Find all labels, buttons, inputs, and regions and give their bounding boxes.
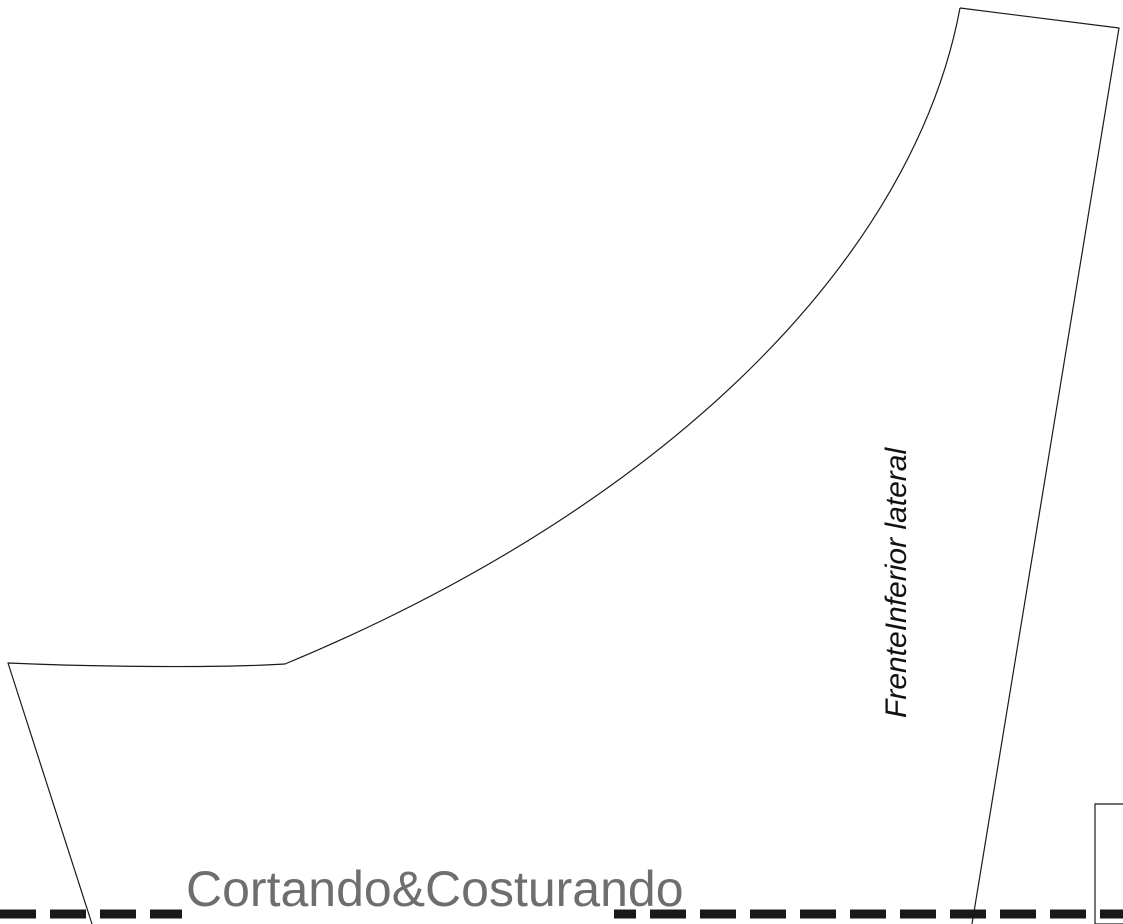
pattern-piece-outline: [7, 7, 1120, 924]
watermark-backdrop: [182, 862, 614, 924]
pattern-piece-label: FrenteInferior lateral: [880, 447, 913, 718]
watermark-text: Cortando&Costurando: [186, 861, 684, 917]
adjacent-piece-corner: [1094, 803, 1123, 924]
